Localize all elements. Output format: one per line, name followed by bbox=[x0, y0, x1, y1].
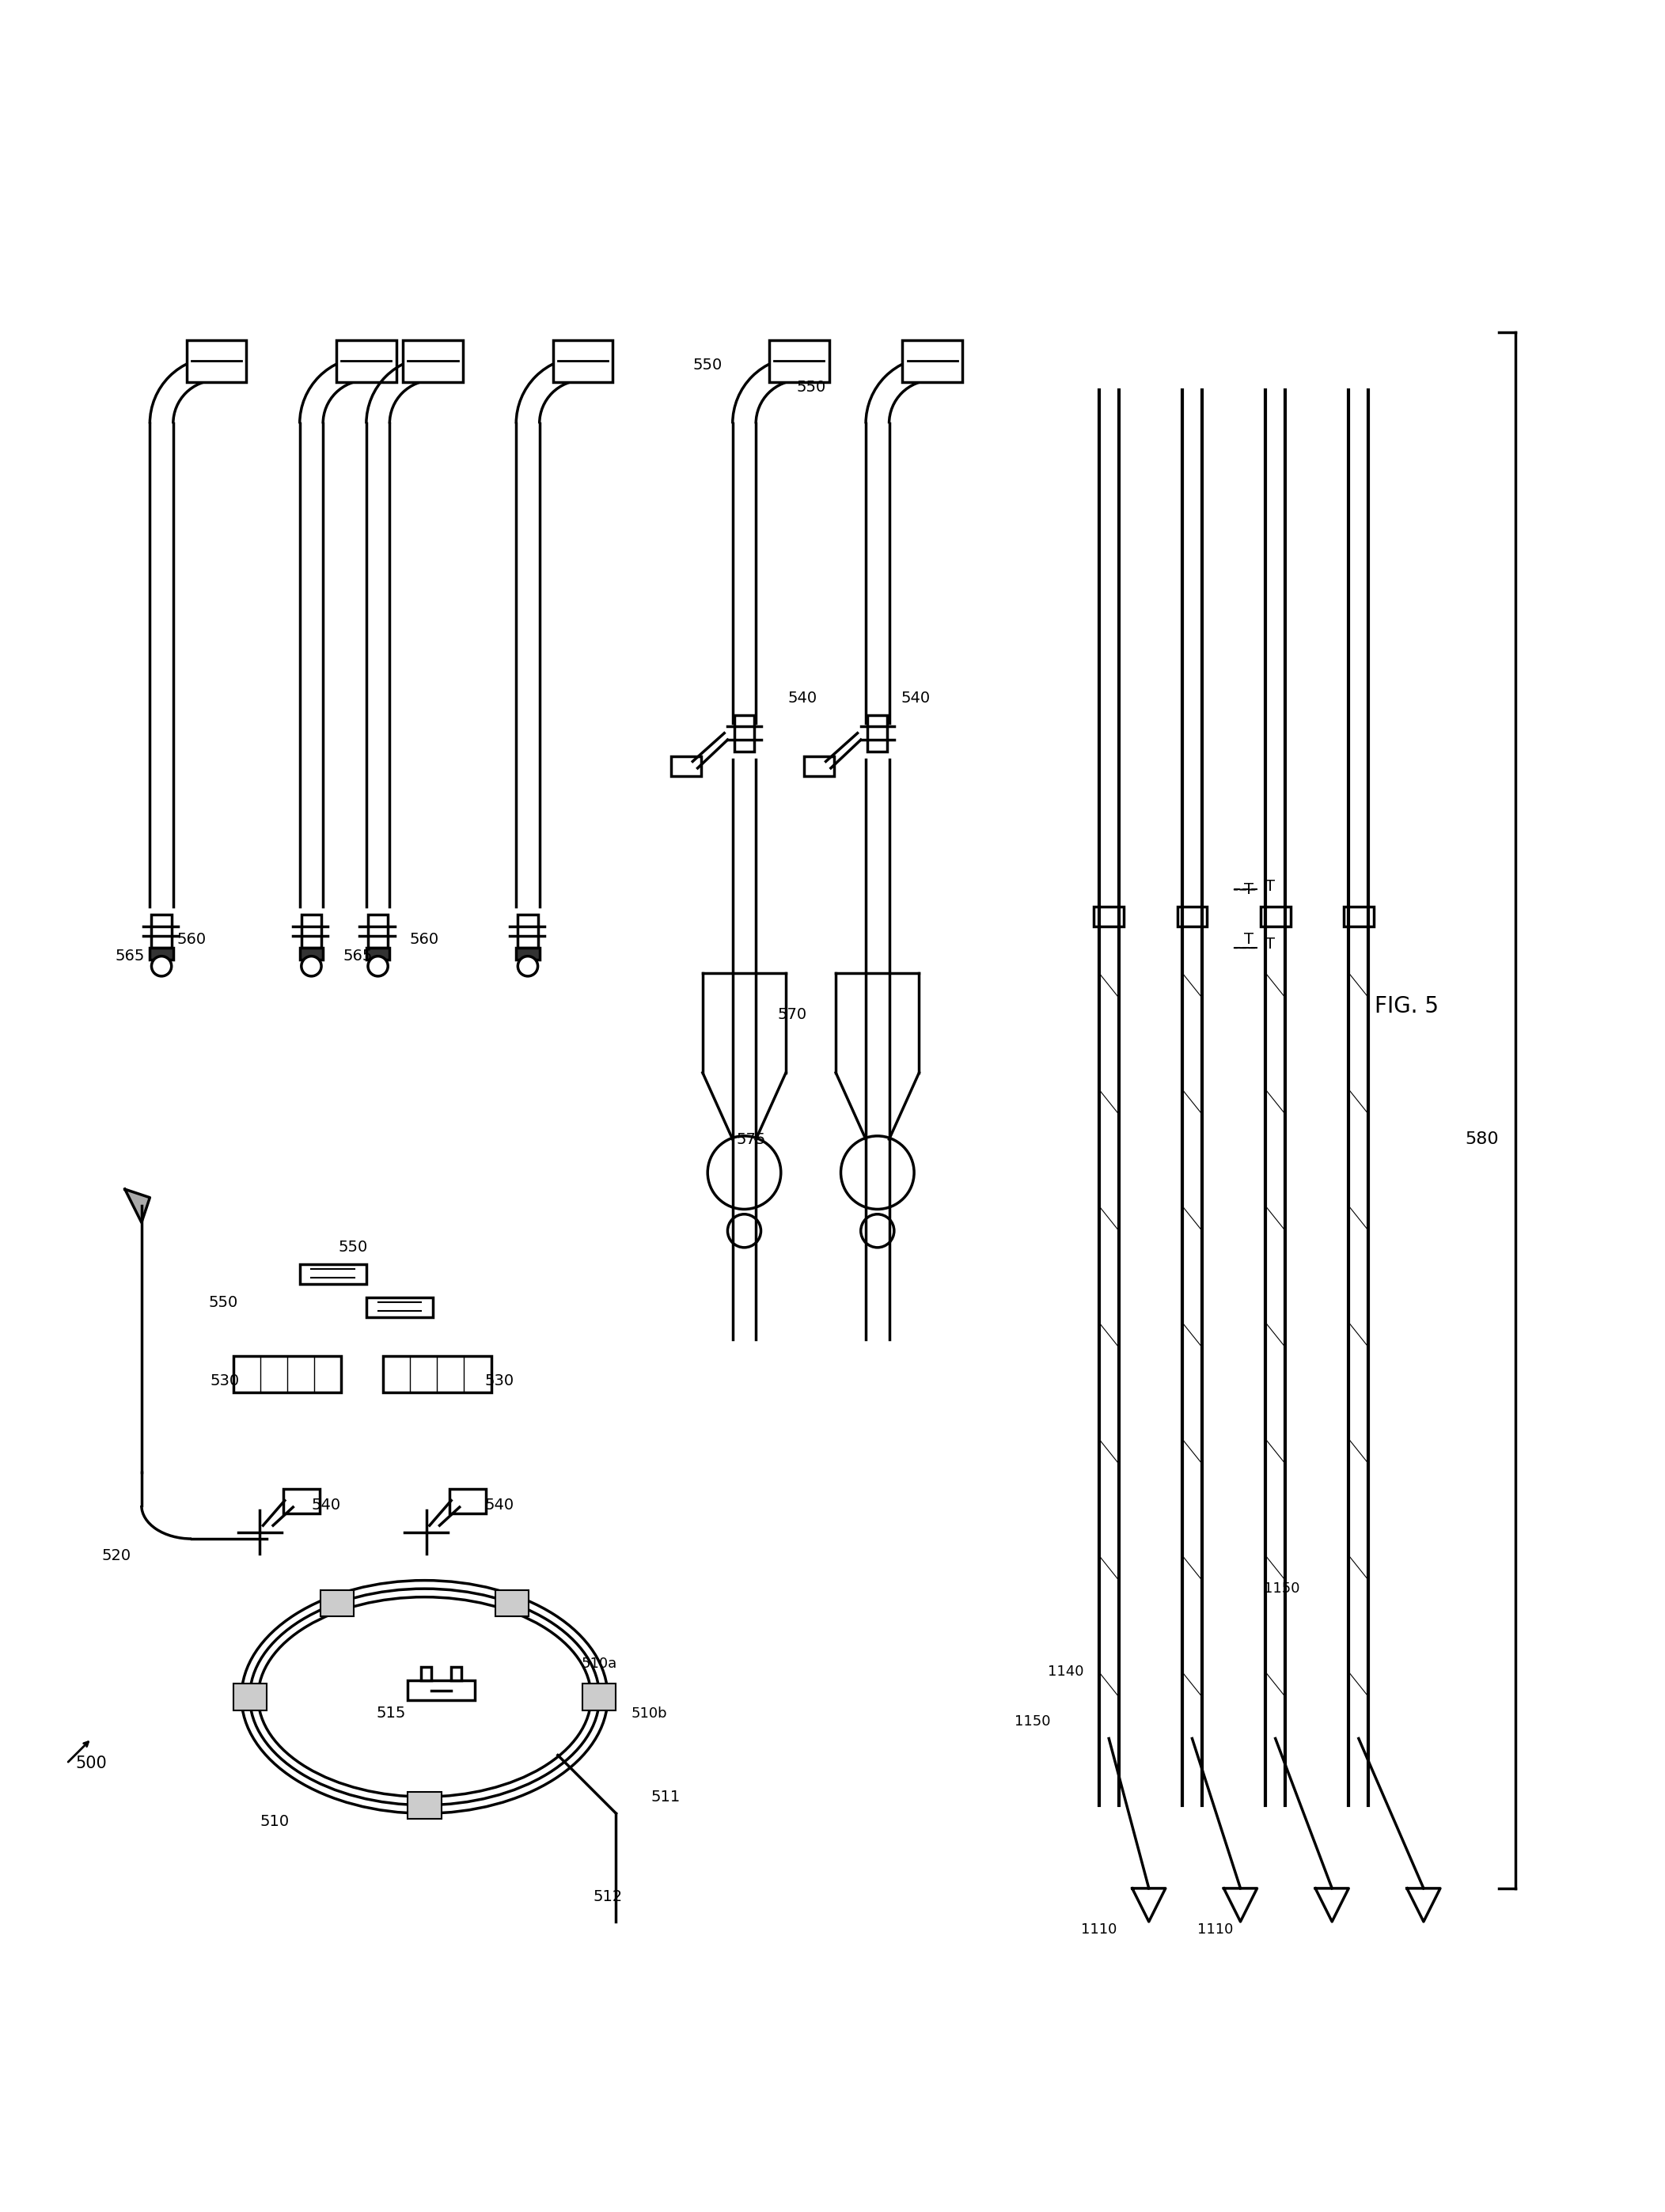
Text: 540: 540 bbox=[311, 1498, 341, 1513]
Text: 540: 540 bbox=[788, 690, 818, 706]
Bar bbox=[450, 1489, 486, 1513]
Text: 510: 510 bbox=[260, 1814, 290, 1829]
Bar bbox=[583, 1683, 616, 1710]
Text: 515: 515 bbox=[376, 1705, 406, 1721]
Bar bbox=[336, 341, 396, 383]
Text: 1110: 1110 bbox=[1081, 1922, 1117, 1938]
Text: 570: 570 bbox=[778, 1006, 808, 1022]
Text: 510a: 510a bbox=[581, 1657, 618, 1670]
Text: 512: 512 bbox=[593, 1889, 623, 1905]
Bar bbox=[867, 714, 887, 752]
Text: 565: 565 bbox=[343, 949, 373, 964]
Text: 1150: 1150 bbox=[1014, 1714, 1051, 1730]
Bar bbox=[1094, 907, 1124, 927]
Bar bbox=[671, 757, 701, 776]
Bar bbox=[300, 949, 323, 960]
Bar bbox=[301, 914, 321, 949]
Circle shape bbox=[841, 1137, 914, 1210]
Polygon shape bbox=[125, 1190, 150, 1223]
Bar bbox=[804, 757, 834, 776]
Bar bbox=[403, 341, 463, 383]
Text: 511: 511 bbox=[651, 1790, 681, 1805]
Bar bbox=[283, 1489, 320, 1513]
Text: 1110: 1110 bbox=[1197, 1922, 1234, 1938]
Bar bbox=[368, 914, 388, 949]
Bar bbox=[152, 914, 171, 949]
Circle shape bbox=[152, 956, 171, 975]
Text: 540: 540 bbox=[485, 1498, 514, 1513]
Bar bbox=[150, 949, 173, 960]
Bar bbox=[553, 341, 613, 383]
Bar bbox=[383, 1356, 491, 1391]
Bar bbox=[769, 341, 829, 383]
Bar bbox=[233, 1683, 266, 1710]
Text: 575: 575 bbox=[736, 1133, 766, 1146]
Circle shape bbox=[861, 1214, 894, 1248]
Text: 560: 560 bbox=[176, 931, 206, 947]
Circle shape bbox=[518, 956, 538, 975]
Text: FIG. 5: FIG. 5 bbox=[1375, 995, 1439, 1018]
Bar bbox=[408, 1792, 441, 1818]
Bar bbox=[233, 1356, 341, 1391]
Text: 520: 520 bbox=[102, 1548, 132, 1564]
Text: 500: 500 bbox=[77, 1756, 107, 1772]
Text: T: T bbox=[1265, 878, 1275, 894]
Text: 510b: 510b bbox=[631, 1705, 668, 1721]
Bar bbox=[496, 1590, 529, 1617]
Bar bbox=[451, 1668, 461, 1681]
Bar bbox=[408, 1681, 475, 1701]
Circle shape bbox=[708, 1137, 781, 1210]
Text: 530: 530 bbox=[210, 1374, 240, 1389]
Bar bbox=[366, 949, 390, 960]
Text: 540: 540 bbox=[901, 690, 931, 706]
Text: 1150: 1150 bbox=[1264, 1582, 1300, 1595]
Bar bbox=[516, 949, 539, 960]
Text: 550: 550 bbox=[693, 358, 723, 374]
Bar bbox=[366, 1298, 433, 1318]
Bar bbox=[421, 1668, 431, 1681]
Bar bbox=[320, 1590, 353, 1617]
Bar bbox=[902, 341, 962, 383]
Text: 565: 565 bbox=[115, 949, 145, 964]
Text: 1140: 1140 bbox=[1047, 1666, 1084, 1679]
Text: 560: 560 bbox=[410, 931, 440, 947]
Text: 580: 580 bbox=[1465, 1130, 1498, 1148]
Bar bbox=[1177, 907, 1207, 927]
Bar bbox=[518, 914, 538, 949]
Bar bbox=[186, 341, 246, 383]
Bar bbox=[300, 1263, 366, 1285]
Circle shape bbox=[728, 1214, 761, 1248]
Bar bbox=[1260, 907, 1290, 927]
Text: 550: 550 bbox=[338, 1241, 368, 1254]
Circle shape bbox=[301, 956, 321, 975]
Text: T: T bbox=[1244, 931, 1254, 947]
Bar bbox=[734, 714, 754, 752]
Text: 530: 530 bbox=[485, 1374, 514, 1389]
Text: 550: 550 bbox=[208, 1294, 238, 1310]
Text: 550: 550 bbox=[796, 380, 826, 394]
Circle shape bbox=[368, 956, 388, 975]
Bar bbox=[1344, 907, 1374, 927]
Text: T: T bbox=[1265, 938, 1275, 951]
Text: T: T bbox=[1244, 883, 1254, 898]
